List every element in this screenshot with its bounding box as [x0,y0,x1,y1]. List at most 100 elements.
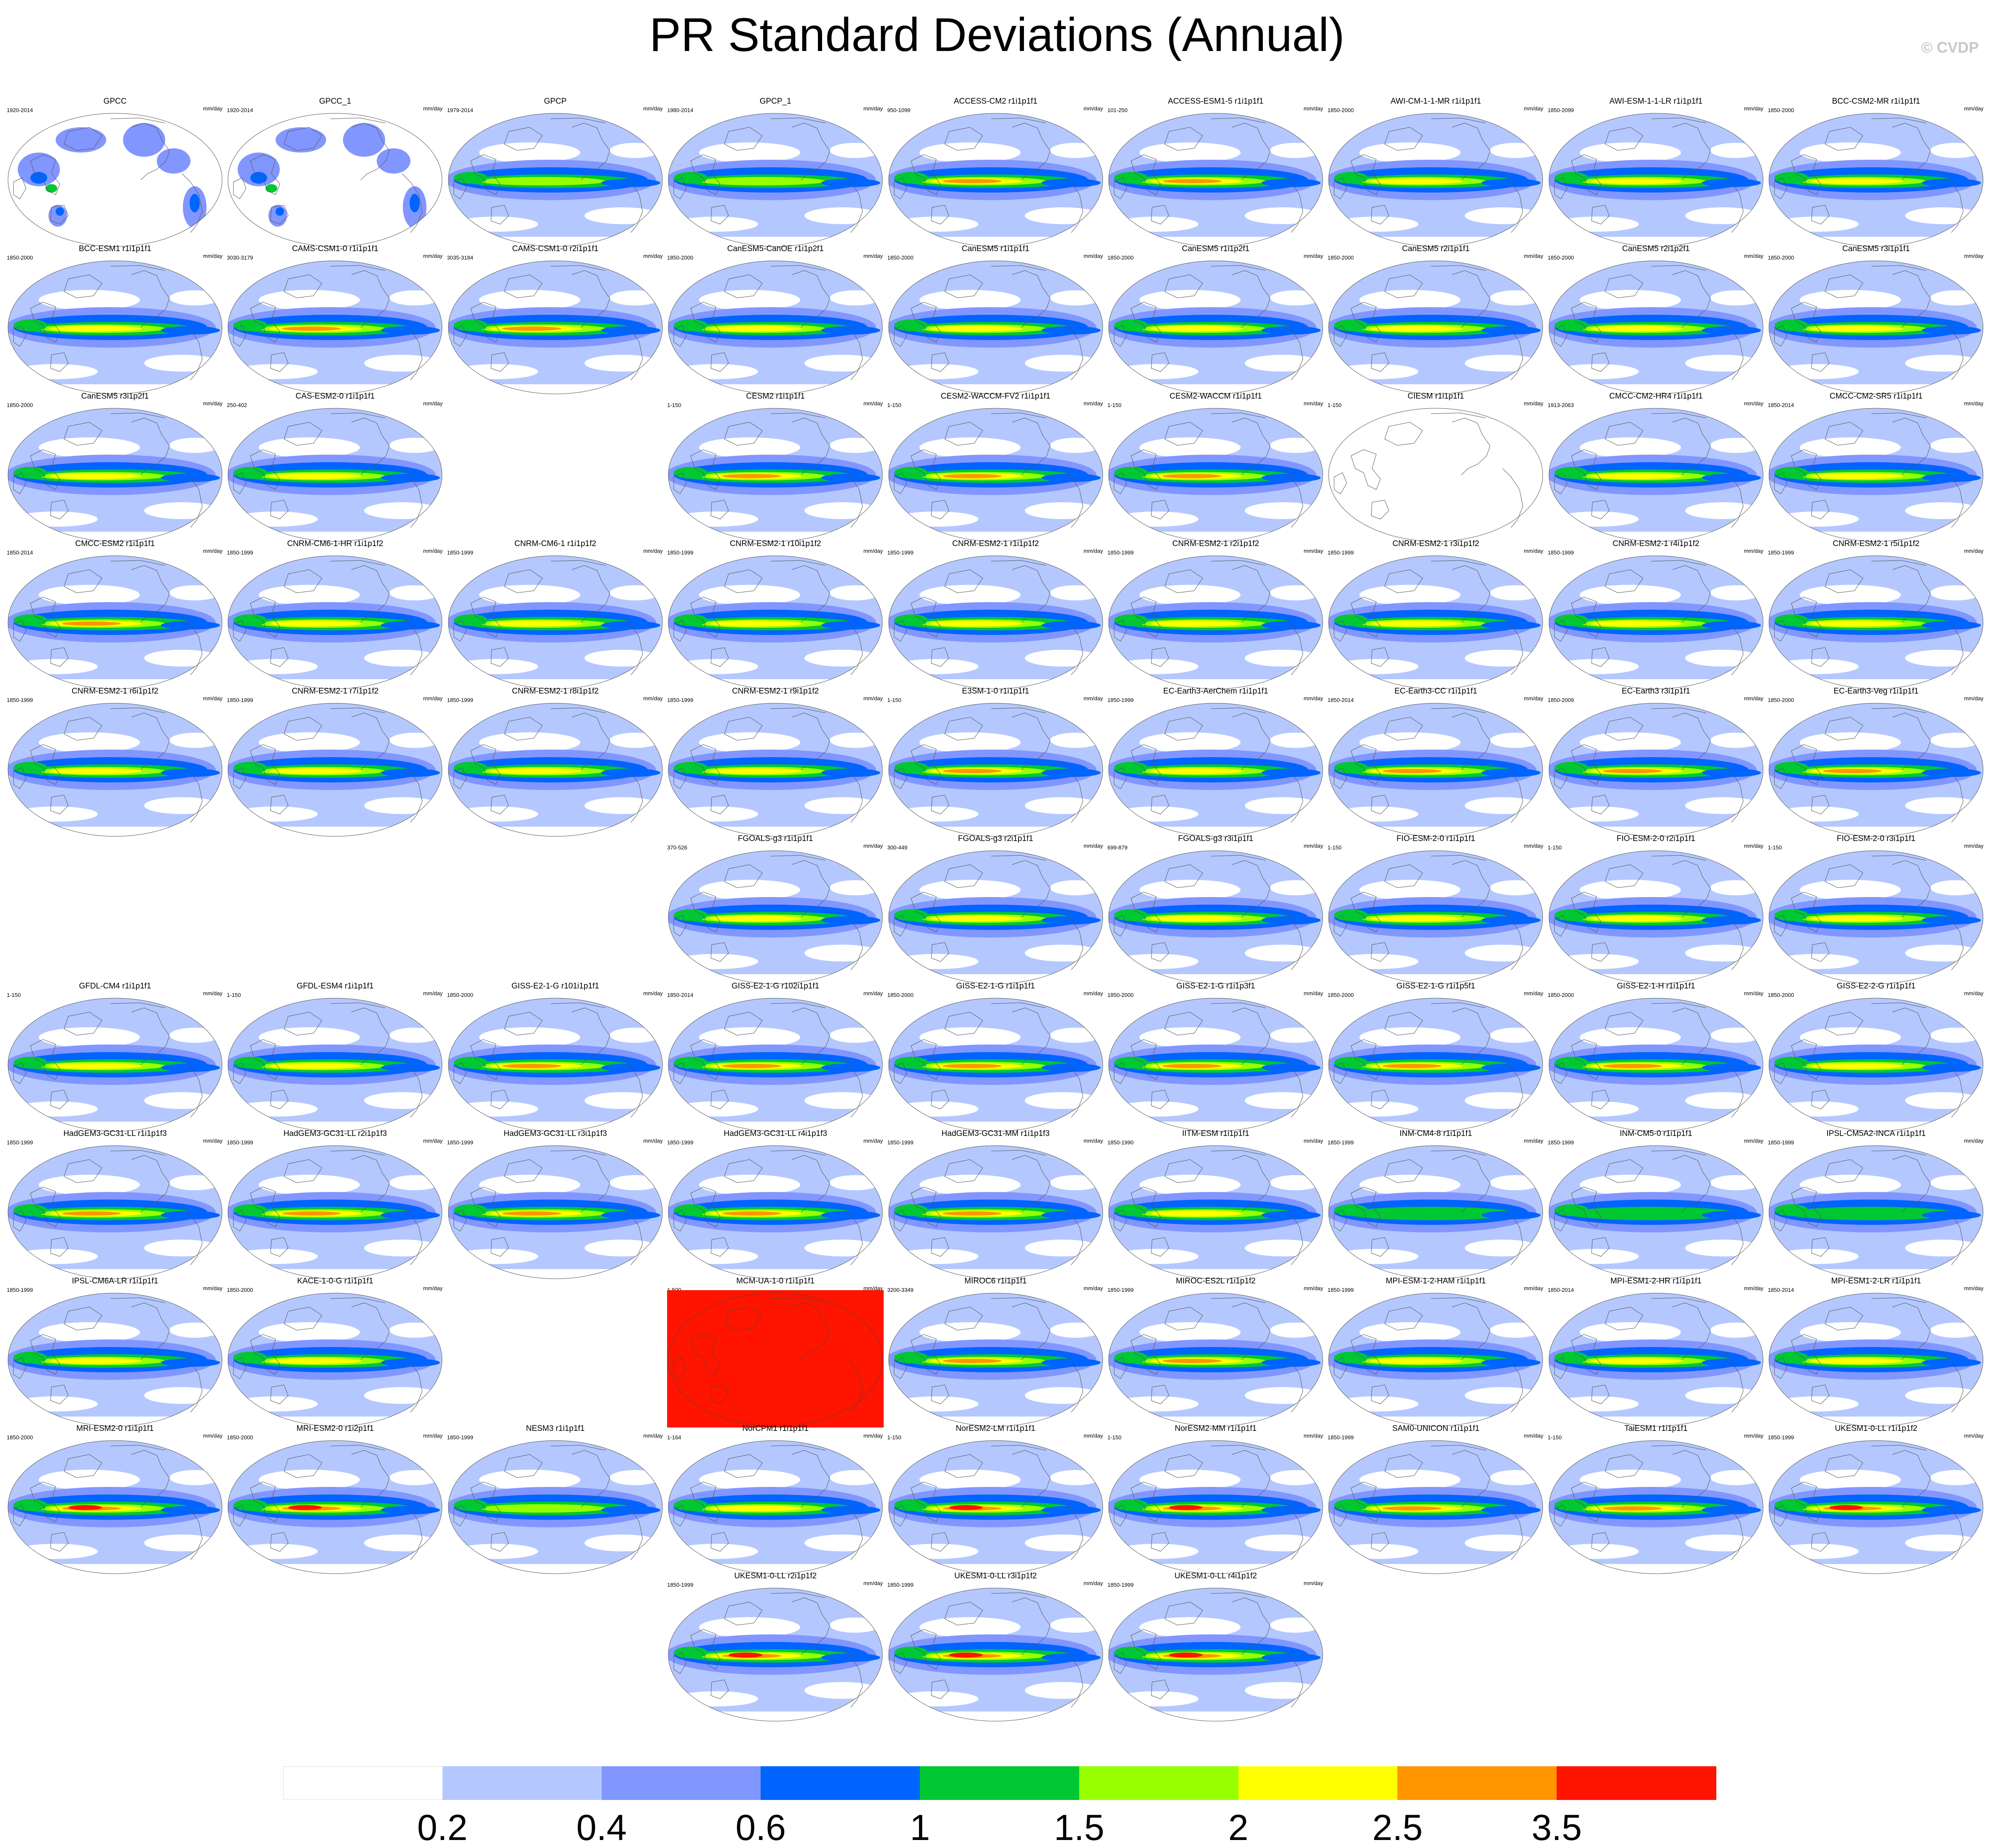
dry-zone [1930,585,1981,600]
coastline [910,154,941,195]
coastline [470,744,501,785]
precip-band [489,621,582,627]
map-panel: AWI-CM-1-1-MR r1i1p1f1 1850-2000 mm/day [1326,97,1546,248]
coastline [894,1652,907,1674]
panel-years: 1850-2000 [887,992,914,998]
dry-zone [1359,732,1461,753]
coastline [1131,154,1161,195]
precip-band [1262,1211,1321,1219]
dry-zone [1800,585,1901,605]
map-panel: NorESM2-LM r1i1p1f1 1-150 mm/day [886,1424,1106,1575]
coastline [1452,1007,1490,1065]
coastline [710,1090,729,1109]
panel-title: CanESM5 r3i1p2f1 [81,392,149,401]
panel-units: mm/day [1303,1580,1323,1586]
coastline [1384,1454,1423,1478]
coastline [1554,1505,1568,1527]
precip-band [894,762,928,774]
dry-zone [1774,1249,1859,1264]
coastline [50,1385,69,1404]
map-panel: CMCC-CM2-HR4 r1i1p1f1 1913-2063 mm/day [1546,392,1766,543]
coastline [1452,1155,1490,1213]
map-outline [888,1145,1103,1279]
precip-band [1482,326,1541,335]
panel-units: mm/day [1744,1138,1764,1144]
coastline [1774,1062,1788,1084]
dry-zone [1554,512,1639,527]
coastline [131,712,170,770]
dry-zone [233,1249,318,1264]
precip-band [942,1359,1002,1363]
coastline [1371,647,1389,667]
panel-years: 1850-2000 [447,992,473,998]
map-panel: MIROC6 r1i1p1f1 3200-3349 mm/day [886,1277,1106,1428]
coastline [1131,302,1161,343]
precip-band [1150,1211,1243,1216]
dry-zone [1710,1323,1761,1338]
dry-zone [13,512,98,527]
dry-zone [894,512,978,527]
global-map [1549,555,1764,689]
precip-band [1922,1211,1981,1219]
map-panel: CanESM5 r1i1p1f1 1850-2000 mm/day [886,244,1106,395]
panel-title: ACCESS-CM2 r1i1p1f1 [954,97,1037,106]
coastline [673,1062,687,1084]
coastline [64,1307,102,1331]
coastline [233,177,247,199]
map-outline [1328,998,1543,1132]
panel-units: mm/day [1744,695,1764,702]
dry-zone [804,502,881,519]
map-outline [888,555,1103,689]
precip-band [1567,1207,1736,1220]
panel-units: mm/day [643,105,663,112]
coastline [1282,1205,1303,1265]
dry-zone [1270,585,1321,600]
panel-title: GISS-E2-1-G r102i1p1f1 [732,982,820,991]
precip-band [1810,178,1903,184]
precip-band [1482,916,1541,924]
colorbar-tick-label: 1.5 [1054,1808,1104,1848]
global-map [1328,260,1543,394]
precip-band [49,1063,142,1069]
panel-years: 1850-1999 [1327,1287,1354,1293]
coastline [771,1002,826,1008]
dry-zone [1024,355,1101,372]
dry-zone [259,1322,360,1342]
map-outline [228,1145,442,1279]
dry-zone [830,1028,881,1043]
coastline [504,1012,543,1036]
coastline [1605,274,1643,298]
precip-band [1554,909,1588,921]
precip-band [942,769,1002,773]
dry-zone [479,1470,580,1490]
land-precip-field [238,153,280,186]
panel-years: 1850-1999 [227,549,253,556]
dry-zone [1245,1387,1321,1404]
precip-band [1370,916,1463,921]
dry-zone [1490,1470,1541,1485]
coastline [233,767,247,789]
dry-zone [919,880,1021,900]
panel-title: CNRM-ESM2-1 r1i1p1f2 [952,539,1039,548]
dry-zone [479,585,580,605]
dry-zone [919,1027,1021,1047]
coastline [1774,177,1788,199]
coastline [1452,712,1490,770]
precip-band [161,1358,220,1367]
coastline [1012,565,1051,623]
map-panel: CNRM-ESM2-1 r8i1p1f2 1850-1999 mm/day [445,687,665,838]
precip-band [1334,909,1368,921]
precip-band [49,768,142,774]
panel-title: FGOALS-g3 r2i1p1f1 [958,834,1033,843]
coastline [30,1039,60,1080]
panel-units: mm/day [1083,1138,1103,1144]
map-outline [448,113,663,247]
coastline [622,1500,643,1560]
precip-band [1810,473,1903,479]
precip-band [710,768,803,774]
panel-units: mm/day [203,695,222,702]
coastline [1164,1012,1203,1036]
coastline [1943,321,1964,380]
coastline [1232,712,1270,770]
coastline [1151,1679,1169,1699]
